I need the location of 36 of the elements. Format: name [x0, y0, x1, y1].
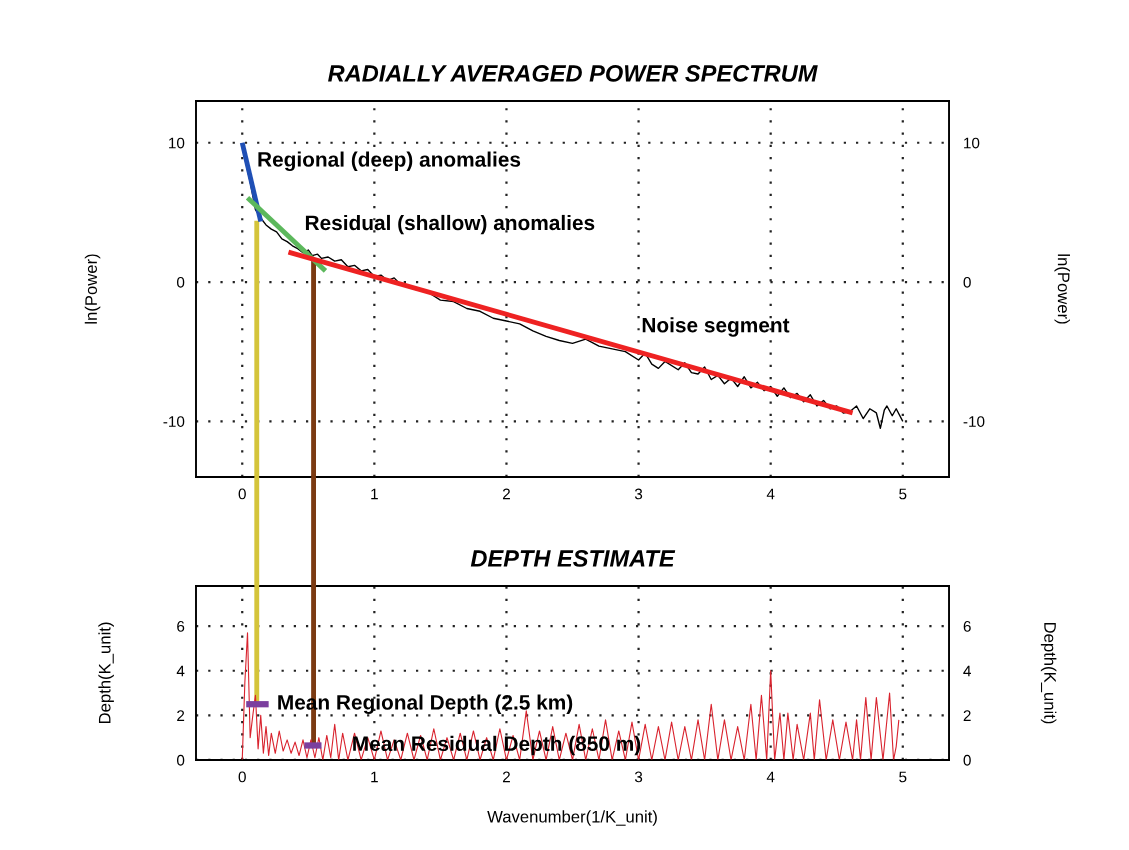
series-label: Residual (shallow) anomalies	[305, 214, 595, 235]
x-tick-label: 4	[766, 771, 775, 783]
y2-tick-label: 0	[963, 276, 971, 288]
chart-title: DEPTH ESTIMATE	[470, 550, 676, 567]
y-tick-label: -10	[163, 416, 185, 427]
x-tick-label: 0	[238, 488, 246, 500]
y2-tick-label: 0	[963, 754, 971, 766]
y2-tick-label: 4	[963, 665, 971, 677]
y2-tick-label: 6	[963, 621, 971, 632]
x-tick-label: 5	[899, 771, 907, 783]
x-axis-title: Wavenumber(1/K_unit)	[487, 810, 657, 826]
y-axis-title: Depth(K_unit)	[98, 622, 114, 724]
y-tick-label: 4	[176, 665, 185, 677]
x-tick-label: 3	[634, 488, 643, 500]
y-tick-label: 10	[169, 137, 185, 149]
x-tick-label: 1	[371, 488, 378, 500]
x-tick-label: 1	[371, 771, 378, 783]
y2-axis-title: Depth(K_unit)	[1040, 622, 1057, 724]
y2-tick-label: -10	[963, 416, 985, 427]
series-label: Regional (deep) anomalies	[258, 151, 521, 172]
series-label: Noise segment	[642, 317, 790, 337]
x-tick-label: 2	[502, 771, 510, 783]
y-tick-label: 2	[177, 710, 185, 721]
y2-tick-label: 10	[964, 137, 980, 149]
y-tick-label: 0	[176, 754, 185, 766]
y-tick-label: 0	[176, 276, 185, 288]
y-axis-title: ln(Power)	[84, 254, 101, 324]
y2-tick-label: 2	[963, 710, 971, 721]
chart-title: RADIALLY AVERAGED POWER SPECTRUM	[328, 65, 818, 82]
x-tick-label: 4	[766, 488, 775, 500]
y2-axis-title: ln(Power)	[1054, 254, 1070, 324]
x-tick-label: 0	[238, 771, 246, 783]
x-tick-label: 3	[634, 771, 643, 783]
y-tick-label: 6	[177, 621, 185, 632]
x-tick-label: 5	[899, 488, 907, 500]
x-tick-label: 2	[502, 488, 510, 500]
